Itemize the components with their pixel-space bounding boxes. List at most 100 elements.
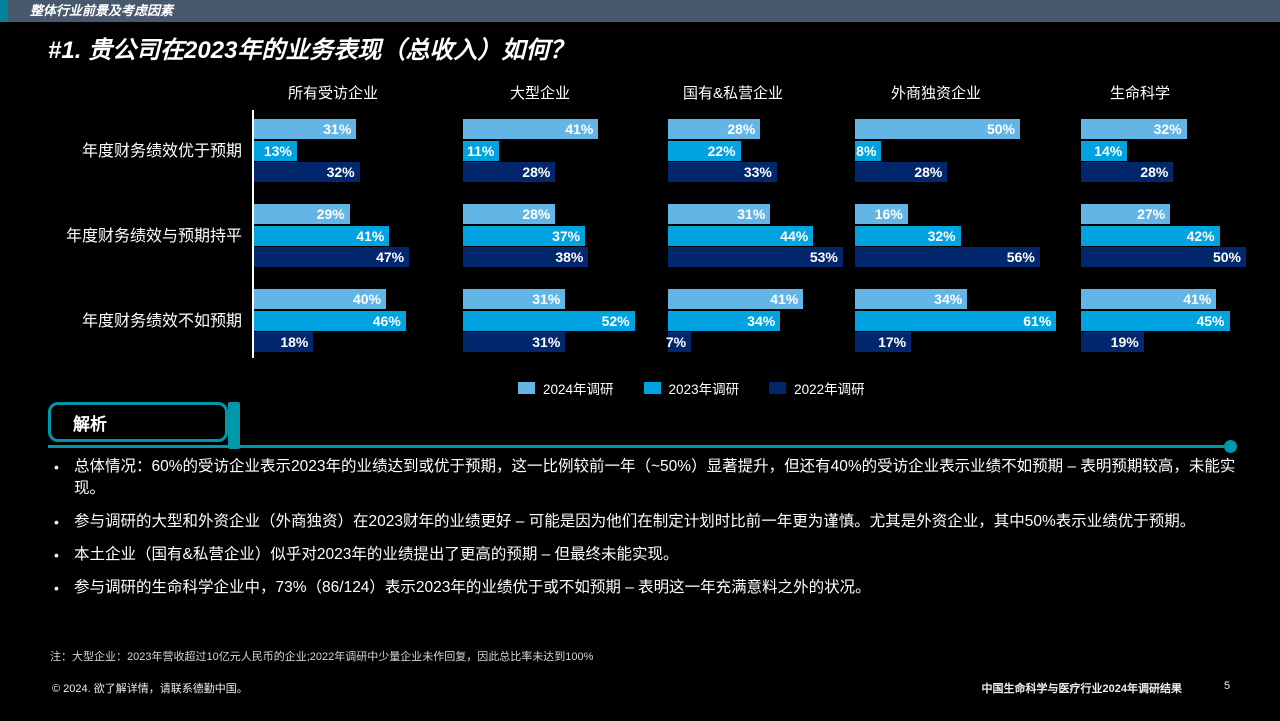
bar-value-label: 61% <box>1023 312 1052 329</box>
bar-value-label: 53% <box>809 249 838 265</box>
row-label: 年度财务绩效与预期持平 <box>65 228 242 245</box>
analysis-bullet: 参与调研的生命科学企业中，73%（86/124）表示2023年的业绩优于或不如预… <box>50 577 1246 599</box>
bar-2024年调研: 31% <box>668 204 771 224</box>
analysis-tab: 解析 <box>48 402 228 442</box>
analysis-bullet: 总体情况：60%的受访企业表示2023年的业绩达到或优于预期，这一比例较前一年（… <box>50 456 1246 500</box>
top-bar-accent <box>0 0 8 22</box>
section-kicker: 整体行业前景及考虑因素 <box>30 3 174 18</box>
bar-value-label: 31% <box>532 334 561 350</box>
bar-value-label: 28% <box>1140 164 1169 180</box>
bar-2023年调研: 32% <box>855 225 961 246</box>
bar-value-label: 32% <box>927 227 956 244</box>
column-header: 所有受访企业 <box>287 85 378 102</box>
legend-label: 2024年调研 <box>543 382 614 397</box>
analysis-divider-dot <box>1224 440 1237 453</box>
bar-2024年调研: 31% <box>254 119 357 139</box>
bar-value-label: 52% <box>601 312 630 329</box>
bar-2022年调研: 28% <box>855 162 948 182</box>
legend-label: 2023年调研 <box>668 382 740 397</box>
bar-2024年调研: 41% <box>668 289 804 309</box>
bar-value-label: 32% <box>326 164 355 180</box>
bar-2022年调研: 7% <box>665 332 692 352</box>
bar-2022年调研: 50% <box>1081 247 1246 267</box>
bar-2023年调研: 61% <box>855 310 1057 331</box>
bar-2023年调研: 37% <box>463 225 586 246</box>
analysis-bullet: 本土企业（国有&私营企业）似乎对2023年的业绩提出了更高的预期 – 但最终未能… <box>50 544 1246 566</box>
bar-2023年调研: 11% <box>463 140 500 161</box>
bar-2024年调研: 34% <box>855 289 968 309</box>
footer-copyright: © 2024. 欲了解详情，请联系德勤中国。 <box>52 683 248 695</box>
bar-value-label: 31% <box>737 206 766 222</box>
bar-2024年调研: 32% <box>1081 119 1187 139</box>
column-header: 生命科学 <box>1109 85 1170 102</box>
bar-2022年调研: 31% <box>463 332 566 352</box>
bar-value-label: 16% <box>874 206 903 222</box>
bar-2023年调研: 41% <box>254 225 390 246</box>
bar-value-label: 50% <box>1212 249 1241 265</box>
bar-2022年调研: 32% <box>254 162 360 182</box>
bar-value-label: 32% <box>1153 121 1182 137</box>
row-label: 年度财务绩效优于预期 <box>81 143 242 160</box>
bar-2022年调研: 28% <box>463 162 556 182</box>
analysis-heading: 解析 <box>73 414 107 434</box>
bar-2024年调研: 27% <box>1081 204 1171 224</box>
bar-value-label: 11% <box>467 142 495 159</box>
bar-value-label: 28% <box>914 164 943 180</box>
bar-value-label: 50% <box>986 121 1015 137</box>
bar-2023年调研: 14% <box>1081 140 1128 161</box>
bar-value-label: 8% <box>856 142 877 159</box>
bar-value-label: 27% <box>1137 206 1166 222</box>
bar-2024年调研: 50% <box>855 119 1020 139</box>
bar-value-label: 46% <box>372 312 401 329</box>
column-header: 外商独资企业 <box>890 85 981 102</box>
analysis-bullet-list: 总体情况：60%的受访企业表示2023年的业绩达到或优于预期，这一比例较前一年（… <box>50 456 1246 610</box>
bar-value-label: 29% <box>316 206 345 222</box>
footnote: 注：大型企业：2023年营收超过10亿元人民币的企业;2022年调研中少量企业未… <box>50 651 594 663</box>
bar-value-label: 44% <box>780 227 809 244</box>
bar-value-label: 31% <box>532 291 561 307</box>
bar-2024年调研: 29% <box>254 204 350 224</box>
bar-2022年调研: 38% <box>463 247 589 267</box>
bar-value-label: 14% <box>1094 142 1123 159</box>
bar-2023年调研: 42% <box>1081 225 1220 246</box>
bar-value-label: 41% <box>356 227 385 244</box>
page-number: 5 <box>1223 680 1231 692</box>
legend-item: 2023年调研 <box>643 378 740 398</box>
bar-2023年调研: 8% <box>855 140 882 161</box>
legend-swatch <box>643 382 661 394</box>
bar-2023年调研: 45% <box>1081 310 1230 331</box>
chart-y-axis <box>252 110 254 358</box>
bar-2023年调研: 22% <box>668 140 741 161</box>
bar-2022年调研: 19% <box>1081 332 1144 352</box>
column-header: 大型企业 <box>509 85 570 102</box>
bar-value-label: 40% <box>352 291 381 307</box>
bar-value-label: 41% <box>565 121 594 137</box>
bar-2023年调研: 46% <box>254 310 406 331</box>
bar-value-label: 37% <box>552 227 581 244</box>
bar-2022年调研: 33% <box>668 162 777 182</box>
legend-label: 2022年调研 <box>794 382 865 397</box>
analysis-bullet: 参与调研的大型和外资企业（外商独资）在2023财年的业绩更好 – 可能是因为他们… <box>50 511 1246 533</box>
bar-2023年调研: 44% <box>668 225 814 246</box>
bar-value-label: 13% <box>263 142 292 159</box>
bar-value-label: 28% <box>727 121 756 137</box>
legend-swatch <box>769 382 787 394</box>
bar-value-label: 33% <box>743 164 772 180</box>
analysis-divider-line <box>48 445 1232 448</box>
bar-value-label: 41% <box>1183 291 1212 307</box>
bar-2023年调研: 52% <box>463 310 635 331</box>
bar-value-label: 31% <box>323 121 352 137</box>
bar-value-label: 22% <box>707 142 736 159</box>
bar-value-label: 47% <box>376 249 405 265</box>
bar-2023年调研: 13% <box>254 140 297 161</box>
bar-2022年调研: 17% <box>855 332 912 352</box>
bar-2022年调研: 47% <box>254 247 410 267</box>
bar-value-label: 7% <box>665 334 687 350</box>
legend-swatch <box>518 382 535 394</box>
bar-2023年调研: 34% <box>668 310 781 331</box>
bar-value-label: 34% <box>747 312 776 329</box>
bar-value-label: 56% <box>1006 249 1035 265</box>
bar-2024年调研: 28% <box>463 204 556 224</box>
bar-value-label: 28% <box>522 206 551 222</box>
